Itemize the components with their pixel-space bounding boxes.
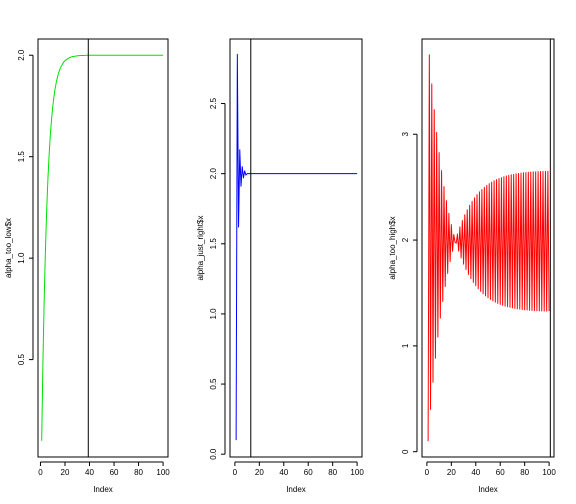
x-tick-label: 80 bbox=[520, 468, 529, 477]
plot-frame bbox=[421, 38, 555, 458]
x-tick-label: 60 bbox=[304, 468, 313, 477]
y-tick-label: 1.0 bbox=[17, 252, 26, 264]
x-tick-label: 60 bbox=[496, 468, 505, 477]
x-axis-label: Index bbox=[286, 485, 306, 494]
series-line-alpha-just-right bbox=[235, 53, 358, 441]
x-tick-label: 20 bbox=[61, 468, 70, 477]
x-tick-label: 80 bbox=[328, 468, 337, 477]
y-tick-label: 0 bbox=[401, 449, 410, 454]
x-tick-label: 20 bbox=[255, 468, 264, 477]
y-tick-label: 2.0 bbox=[209, 168, 218, 180]
y-tick-label: 2.5 bbox=[209, 97, 218, 109]
y-tick-label: 3 bbox=[401, 131, 410, 136]
x-tick-label: 0 bbox=[425, 468, 430, 477]
plot-frame bbox=[37, 38, 169, 458]
x-tick-label: 20 bbox=[447, 468, 456, 477]
y-axis-label: alpha_too_low$x bbox=[4, 218, 13, 278]
x-axis-label: Index bbox=[478, 485, 498, 494]
x-tick-label: 0 bbox=[233, 468, 238, 477]
x-tick-label: 80 bbox=[134, 468, 143, 477]
plot-frame bbox=[229, 38, 363, 458]
x-tick-label: 40 bbox=[471, 468, 480, 477]
x-axis-label: Index bbox=[93, 485, 113, 494]
x-tick-label: 60 bbox=[110, 468, 119, 477]
x-tick-label: 100 bbox=[156, 468, 170, 477]
y-tick-label: 2 bbox=[401, 237, 410, 242]
y-tick-label: 2.0 bbox=[17, 49, 26, 61]
x-tick-label: 40 bbox=[279, 468, 288, 477]
panel-alpha-too-low: 0 20 40 60 80 100 0.5 1.0 1.5 2.0 Index alpha_too_l… bbox=[4, 38, 170, 494]
x-tick-label: 100 bbox=[542, 468, 556, 477]
x-tick-label: 0 bbox=[38, 468, 43, 477]
x-tick-label: 100 bbox=[350, 468, 364, 477]
series-line-alpha-too-high bbox=[427, 54, 550, 442]
x-tick-label: 40 bbox=[85, 468, 94, 477]
y-tick-label: 0.5 bbox=[209, 378, 218, 390]
series-line-alpha-too-low bbox=[41, 54, 164, 441]
y-tick-label: 1 bbox=[401, 343, 410, 348]
y-tick-label: 1.5 bbox=[17, 151, 26, 163]
panel-alpha-just-right: 0 20 40 60 80 100 0.0 0.5 1.0 1.5 2.0 2.5 Index alpha… bbox=[196, 38, 364, 494]
y-axis-label: alpha_just_right$x bbox=[196, 216, 205, 281]
panel-alpha-too-high: 0 20 40 60 80 100 0 1 2 3 Index alpha_too_high$x bbox=[388, 38, 556, 494]
y-axis-label: alpha_too_high$x bbox=[388, 216, 397, 279]
y-tick-label: 0.0 bbox=[209, 448, 218, 460]
y-tick-label: 0.5 bbox=[17, 353, 26, 365]
y-tick-label: 1.5 bbox=[209, 238, 218, 250]
y-tick-label: 1.0 bbox=[209, 308, 218, 320]
